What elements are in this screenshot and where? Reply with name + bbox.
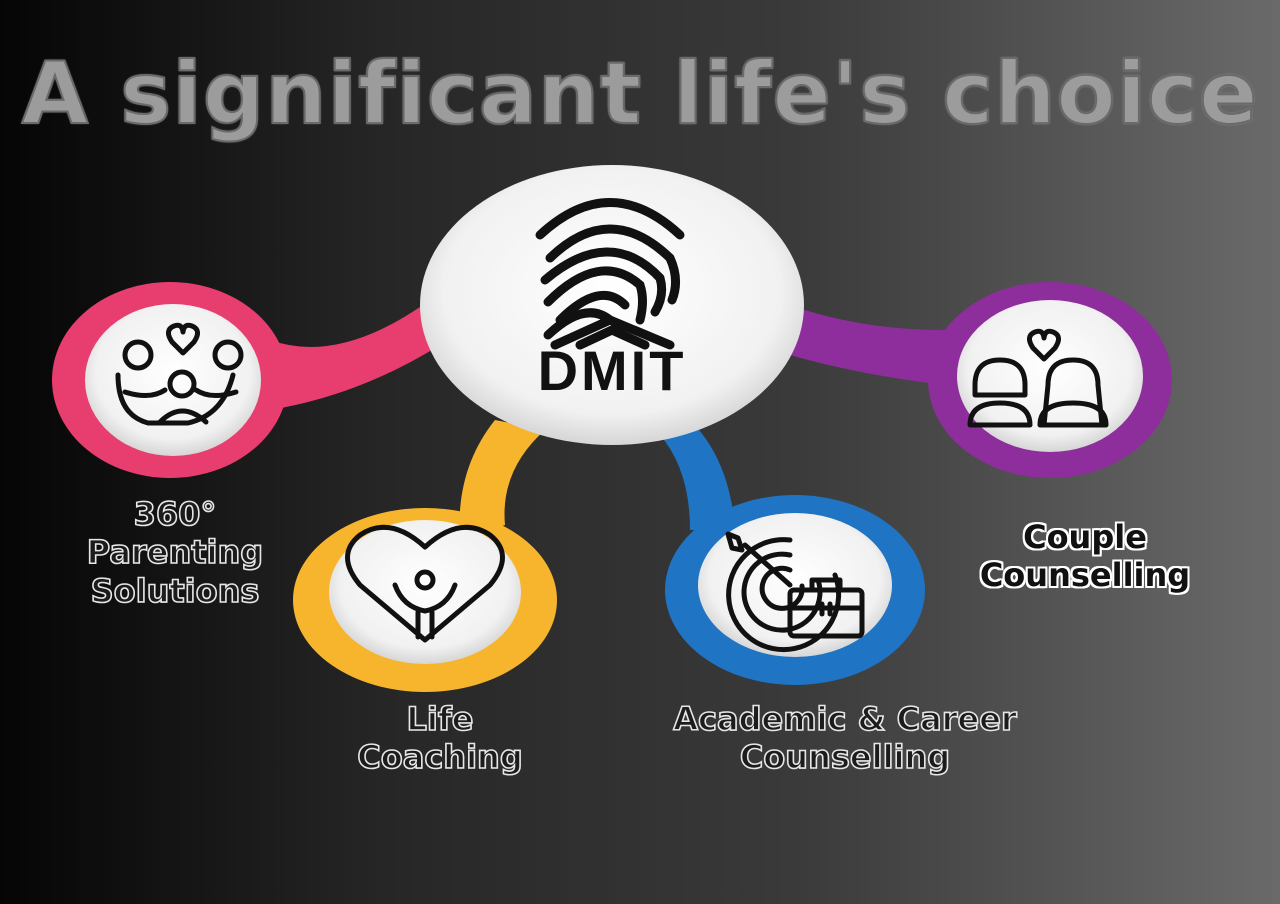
label-couple-line-2: Counselling — [979, 556, 1191, 595]
fingerprint-icon — [535, 198, 685, 350]
label-life-coaching: Life Coaching — [320, 699, 560, 778]
center-label: DMIT — [538, 339, 687, 402]
label-career-line-2: Counselling — [739, 738, 951, 778]
label-parenting-line-2: Parenting — [86, 533, 264, 573]
connector-parenting — [270, 300, 440, 410]
connector-life — [459, 420, 545, 540]
label-career: Academic & Career Counselling — [640, 699, 1050, 778]
label-parenting-line-3: Solutions — [90, 571, 260, 611]
label-parenting: 360° Parenting Solutions — [60, 494, 290, 611]
label-couple-line-1: Couple — [1023, 518, 1147, 556]
heart-person-icon — [345, 524, 505, 643]
page-title: A significant life's choice — [21, 43, 1259, 145]
family-hands-icon — [115, 322, 244, 426]
center-node — [420, 165, 804, 445]
connector-career — [660, 420, 735, 530]
label-career-line-1: Academic & Career — [672, 699, 1017, 739]
connector-couple — [790, 305, 945, 385]
target-briefcase-icon — [725, 531, 865, 653]
label-life-line-2: Coaching — [356, 738, 523, 778]
couple-heart-icon — [967, 328, 1109, 428]
label-life-line-1: Life — [406, 699, 475, 739]
label-couple: Couple Counselling — [960, 518, 1210, 595]
node-inner-life — [329, 520, 521, 664]
label-parenting-line-1: 360° — [133, 494, 217, 534]
